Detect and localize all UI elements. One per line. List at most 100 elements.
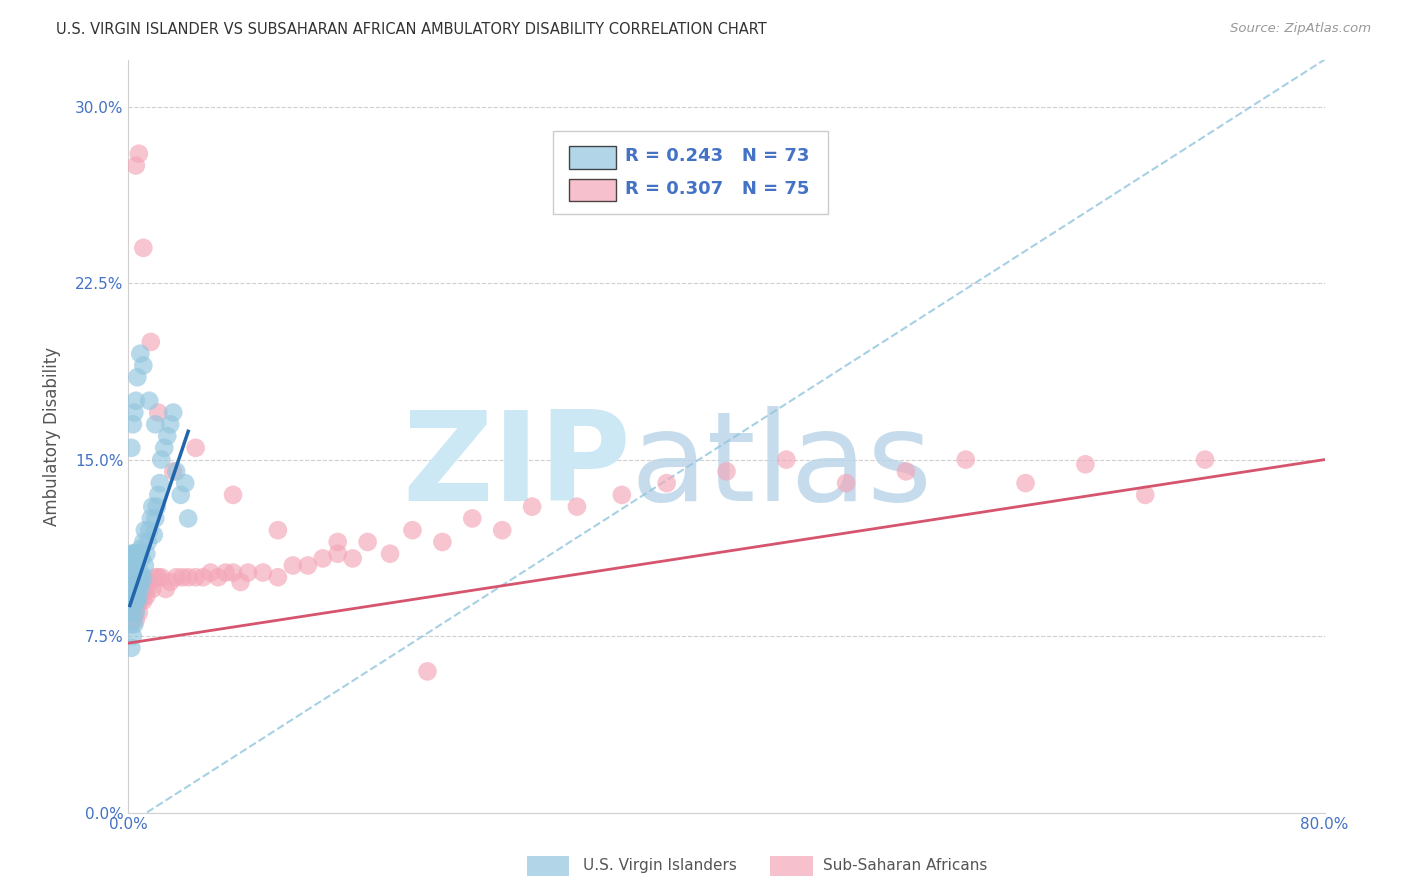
- Point: [125, 582, 148, 596]
- Point: [184, 570, 207, 584]
- Point: [461, 511, 484, 525]
- Point: [120, 570, 142, 584]
- Point: [252, 566, 274, 580]
- FancyBboxPatch shape: [568, 178, 616, 202]
- Point: [132, 594, 155, 608]
- Point: [118, 606, 141, 620]
- Point: [124, 570, 146, 584]
- Point: [134, 558, 156, 573]
- Point: [148, 570, 170, 584]
- Point: [131, 574, 153, 589]
- Point: [149, 476, 172, 491]
- Point: [174, 476, 197, 491]
- Point: [132, 535, 155, 549]
- Point: [138, 393, 160, 408]
- Point: [132, 359, 155, 373]
- Point: [356, 535, 378, 549]
- Point: [146, 500, 169, 514]
- Point: [894, 464, 917, 478]
- Point: [120, 558, 142, 573]
- Point: [131, 589, 153, 603]
- Point: [118, 582, 141, 596]
- Point: [139, 334, 162, 349]
- Point: [128, 547, 150, 561]
- Point: [148, 488, 170, 502]
- Point: [121, 547, 143, 561]
- Point: [416, 665, 439, 679]
- Point: [118, 594, 141, 608]
- Point: [177, 570, 200, 584]
- Point: [236, 566, 259, 580]
- Point: [129, 347, 152, 361]
- Point: [1074, 458, 1097, 472]
- Point: [118, 570, 141, 584]
- Point: [135, 589, 157, 603]
- Point: [120, 547, 142, 561]
- Text: Source: ZipAtlas.com: Source: ZipAtlas.com: [1230, 22, 1371, 36]
- Point: [378, 547, 401, 561]
- Point: [128, 582, 150, 596]
- Point: [125, 613, 148, 627]
- Point: [134, 523, 156, 537]
- Text: atlas: atlas: [631, 406, 934, 526]
- Point: [127, 570, 149, 584]
- Point: [120, 599, 142, 613]
- Point: [143, 511, 166, 525]
- Point: [128, 146, 150, 161]
- Text: R = 0.307   N = 75: R = 0.307 N = 75: [624, 180, 810, 198]
- Text: U.S. VIRGIN ISLANDER VS SUBSAHARAN AFRICAN AMBULATORY DISABILITY CORRELATION CHA: U.S. VIRGIN ISLANDER VS SUBSAHARAN AFRIC…: [56, 22, 768, 37]
- Point: [127, 370, 149, 384]
- Point: [136, 535, 159, 549]
- Point: [170, 488, 193, 502]
- Point: [222, 488, 245, 502]
- Point: [610, 488, 633, 502]
- Point: [125, 159, 148, 173]
- Point: [520, 500, 543, 514]
- Point: [401, 523, 423, 537]
- Point: [129, 566, 152, 580]
- Point: [150, 452, 173, 467]
- Point: [139, 511, 162, 525]
- Point: [172, 570, 194, 584]
- Point: [124, 582, 146, 596]
- Point: [138, 574, 160, 589]
- Point: [121, 594, 143, 608]
- Point: [125, 582, 148, 596]
- Point: [156, 429, 179, 443]
- Point: [312, 551, 335, 566]
- Point: [1194, 452, 1216, 467]
- Point: [121, 606, 143, 620]
- Point: [159, 417, 181, 432]
- Point: [129, 594, 152, 608]
- Point: [177, 511, 200, 525]
- Point: [124, 606, 146, 620]
- Point: [138, 523, 160, 537]
- Point: [125, 570, 148, 584]
- Point: [121, 589, 143, 603]
- Point: [125, 594, 148, 608]
- Point: [128, 606, 150, 620]
- Point: [118, 558, 141, 573]
- Point: [281, 558, 304, 573]
- Point: [200, 566, 222, 580]
- Point: [229, 574, 252, 589]
- Point: [1135, 488, 1157, 502]
- Point: [141, 500, 163, 514]
- Point: [120, 640, 142, 655]
- Point: [342, 551, 364, 566]
- Point: [132, 241, 155, 255]
- Point: [432, 535, 454, 549]
- Point: [165, 464, 187, 478]
- Point: [121, 629, 143, 643]
- Point: [132, 570, 155, 584]
- Point: [150, 570, 173, 584]
- Point: [135, 547, 157, 561]
- Point: [955, 452, 977, 467]
- Point: [165, 570, 187, 584]
- Point: [326, 535, 349, 549]
- Point: [127, 582, 149, 596]
- Text: ZIP: ZIP: [402, 406, 631, 526]
- Point: [297, 558, 319, 573]
- Point: [222, 566, 245, 580]
- Point: [491, 523, 513, 537]
